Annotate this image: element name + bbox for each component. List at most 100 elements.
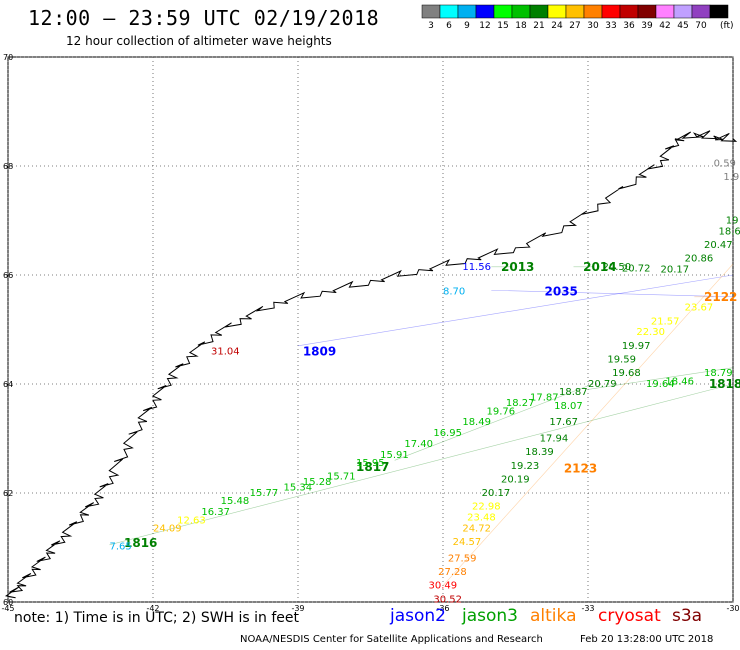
color-scale-label: 6 [446, 21, 452, 31]
wave-height-value: 19.97 [622, 341, 651, 352]
track-line [297, 274, 734, 347]
color-scale-label: 42 [659, 21, 670, 31]
wave-height-value: 30.52 [433, 594, 462, 605]
map-title: 12:00 – 23:59 UTC 02/19/2018 [28, 6, 380, 30]
color-scale-bar: 3 6 9 12 15 18 21 24 27 30 33 36 39 42 45 70 (ft) [421, 4, 734, 31]
track-line [109, 383, 734, 546]
color-swatch [493, 4, 513, 19]
color-scale-label: 36 [623, 21, 635, 31]
wave-height-value: 27.28 [438, 567, 467, 578]
track-line [442, 263, 734, 586]
color-swatch [673, 4, 693, 19]
wave-height-value: 12.63 [177, 515, 206, 526]
wave-height-value: 16.95 [433, 428, 462, 439]
wave-height-value: 18.79 [704, 368, 733, 379]
wave-height-value: 20.47 [704, 240, 733, 251]
wave-height-value: 18.6 [719, 226, 740, 237]
legend-altika: altika [530, 606, 577, 626]
wave-height-value: 11.56 [462, 262, 491, 273]
color-scale-label: 21 [533, 21, 544, 31]
wave-height-value: 20.17 [482, 488, 511, 499]
color-swatch [655, 4, 675, 19]
wave-height-value: 22.30 [636, 327, 665, 338]
generated-timestamp: Feb 20 13:28:00 UTC 2018 [580, 634, 714, 645]
color-scale-label: 24 [551, 21, 563, 31]
coastline-path [674, 130, 738, 142]
color-swatch [475, 4, 495, 19]
color-scale-label: 45 [677, 21, 688, 31]
wave-height-value: 18.46 [665, 376, 694, 387]
legend-jason3: jason3 [462, 606, 518, 626]
color-scale-label: 33 [605, 21, 616, 31]
wave-height-value: 17.94 [540, 434, 569, 445]
wave-height-value: 24.72 [462, 523, 491, 534]
wave-height-value: 1.9 [723, 172, 739, 183]
wave-height-value: 20.19 [501, 474, 530, 485]
wave-height-value: 19.76 [487, 406, 516, 417]
wave-height-value: 23.67 [685, 303, 714, 314]
color-scale-label: 39 [641, 21, 653, 31]
color-swatch [421, 4, 441, 19]
color-swatch [511, 4, 531, 19]
color-swatch [637, 4, 657, 19]
track-time-label: 2013 [501, 260, 534, 274]
color-swatch [529, 4, 549, 19]
wave-height-value: 21.57 [651, 316, 680, 327]
track-time-label: 1816 [124, 536, 157, 550]
color-scale-label: 15 [497, 21, 508, 31]
wave-height-value: 19.23 [511, 461, 540, 472]
wave-height-value: 20.72 [622, 263, 651, 274]
lon-tick-label: -39 [291, 604, 304, 613]
lon-tick-label: -30 [726, 604, 739, 613]
units-note: note: 1) Time is in UTC; 2) SWH is in fe… [14, 610, 300, 626]
wave-height-value: 20.50 [603, 262, 632, 273]
color-swatch [547, 4, 567, 19]
wave-height-value: 24.57 [453, 537, 482, 548]
color-swatch [565, 4, 585, 19]
color-scale-label: 30 [587, 21, 599, 31]
color-swatch [691, 4, 711, 19]
track-time-label: 2035 [545, 284, 578, 298]
track-time-label: 1818 [709, 377, 740, 391]
wave-height-value: 22.98 [472, 502, 501, 513]
wave-height-value: 19.68 [612, 368, 641, 379]
credit-text: NOAA/NESDIS Center for Satellite Applica… [240, 634, 543, 645]
lon-tick-label: -36 [436, 604, 449, 613]
wave-height-value: 20.79 [588, 379, 617, 390]
wave-height-value: 20.17 [661, 265, 690, 276]
wave-height-value: 20.86 [685, 254, 714, 265]
wave-height-value: 18.87 [559, 387, 588, 398]
wave-height-value: 7.65 [110, 541, 132, 552]
wave-height-value: 30.49 [429, 581, 458, 592]
legend-cryosat: cryosat [598, 606, 661, 626]
wave-height-value: 17.67 [549, 417, 578, 428]
track-line [394, 383, 593, 461]
color-swatch [457, 4, 477, 19]
lat-lon-grid [7, 56, 734, 603]
color-scale-label: 70 [695, 21, 707, 31]
wave-height-value: 15.34 [284, 483, 313, 494]
map-frame [7, 56, 734, 603]
lat-tick-label: 62 [3, 489, 13, 498]
color-swatch [583, 4, 603, 19]
color-scale-label: 18 [515, 21, 527, 31]
color-swatch [619, 4, 639, 19]
track-time-label: 1809 [303, 344, 336, 358]
coastline-path [4, 138, 680, 599]
wave-height-value: 19.59 [607, 354, 636, 365]
track-line [587, 367, 734, 390]
lat-tick-label: 64 [3, 380, 13, 389]
wave-height-value: 16.37 [201, 507, 230, 518]
wave-height-value: 23.48 [467, 513, 496, 524]
wave-height-value: 18.07 [554, 401, 583, 412]
lon-tick-label: -33 [581, 604, 594, 613]
color-scale-label: 9 [464, 21, 470, 31]
lat-tick-label: 66 [3, 271, 13, 280]
legend-jason2: jason2 [390, 606, 446, 626]
map-subtitle: 12 hour collection of altimeter wave hei… [66, 34, 332, 48]
wave-height-value: 24.09 [153, 523, 182, 534]
color-swatch [601, 4, 621, 19]
color-scale-label: 12 [479, 21, 490, 31]
